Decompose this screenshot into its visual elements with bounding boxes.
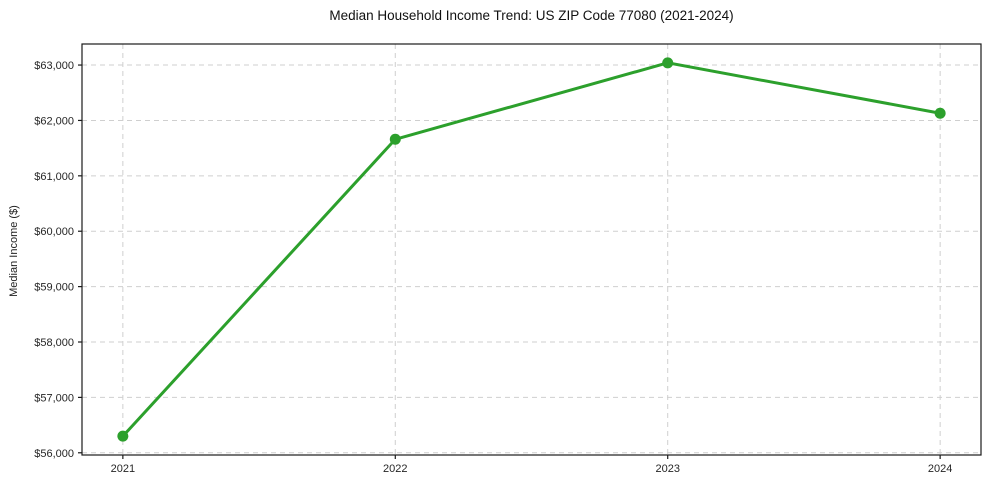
data-point-2021 bbox=[117, 430, 129, 442]
y-tick-label: $61,000 bbox=[34, 171, 74, 183]
y-tick-label: $59,000 bbox=[34, 282, 74, 294]
data-point-2024 bbox=[934, 107, 946, 119]
plot-border bbox=[81, 43, 982, 456]
data-point-2022 bbox=[389, 133, 401, 145]
data-point-2023 bbox=[662, 57, 674, 69]
y-tick-label: $57,000 bbox=[34, 392, 74, 404]
x-tick-label: 2021 bbox=[111, 463, 135, 475]
y-tick-label: $62,000 bbox=[34, 115, 74, 127]
x-tick-label: 2022 bbox=[383, 463, 407, 475]
y-tick-label: $60,000 bbox=[34, 226, 74, 238]
y-tick-label: $63,000 bbox=[34, 60, 74, 72]
x-tick-label: 2024 bbox=[928, 463, 952, 475]
x-tick-label: 2023 bbox=[655, 463, 679, 475]
y-tick-label: $58,000 bbox=[34, 337, 74, 349]
chart-title: Median Household Income Trend: US ZIP Co… bbox=[329, 8, 734, 23]
y-tick-label: $56,000 bbox=[34, 448, 74, 460]
trend-line bbox=[121, 61, 942, 438]
